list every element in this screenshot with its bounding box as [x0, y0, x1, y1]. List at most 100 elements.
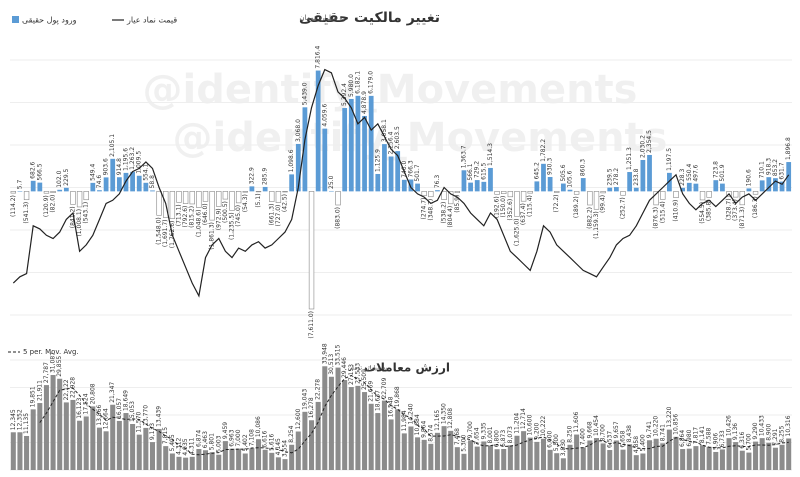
data-label: 10,316: [785, 415, 792, 436]
bar: [315, 70, 321, 192]
bar: [733, 442, 739, 470]
moving-average: [39, 374, 789, 456]
data-label: 9,459: [222, 422, 229, 439]
data-label: 29,855: [56, 356, 63, 377]
bar: [408, 426, 414, 470]
data-label: (274.7): [421, 198, 428, 220]
bar: [143, 182, 149, 192]
bar: [487, 445, 493, 470]
data-label: 930.3: [547, 158, 554, 175]
bar: [249, 186, 255, 192]
data-label: (713.1): [175, 204, 182, 226]
bar: [494, 449, 500, 470]
bar: [646, 440, 653, 470]
bar: [57, 189, 63, 192]
data-label: 1,009.5: [136, 151, 143, 174]
bar: [759, 438, 765, 470]
data-label: 5,700: [745, 433, 752, 450]
bar: [434, 432, 440, 470]
chart-subtitle: به میلیارد تومان: [299, 14, 345, 22]
bar: [136, 434, 142, 470]
data-label: 914.8: [116, 158, 123, 175]
data-label: 21,911: [36, 380, 43, 401]
bar: [136, 175, 142, 192]
bar: [189, 456, 195, 470]
data-label: 1,098.6: [288, 149, 295, 172]
data-label: 105.6: [566, 170, 573, 187]
bar: [229, 191, 235, 211]
bar: [50, 375, 56, 470]
data-label: 9,335: [480, 422, 487, 439]
bar: [580, 447, 586, 470]
data-label: 10,220: [653, 416, 660, 437]
bar: [17, 432, 23, 470]
bar: [720, 183, 725, 192]
bar: [507, 445, 513, 470]
bar: [693, 446, 699, 470]
data-label: 22,122: [63, 379, 70, 400]
data-label: (186.3): [752, 196, 759, 218]
bar: [746, 188, 752, 192]
data-label: 58.8: [149, 175, 156, 189]
bar: [448, 191, 454, 205]
bar: [116, 420, 122, 470]
data-label: 6,537: [606, 431, 613, 448]
data-label: (7,611.0): [308, 311, 315, 339]
bar: [289, 174, 295, 192]
data-label: 33,948: [321, 343, 328, 364]
bar: [401, 433, 407, 470]
data-label: 6,463: [202, 431, 209, 448]
data-label: 5,400: [639, 434, 646, 451]
data-label: 22,278: [315, 379, 322, 400]
data-label: 9,290: [752, 422, 759, 439]
data-label: 2,256.4: [388, 131, 395, 154]
data-label: 1,263.2: [129, 147, 136, 170]
bar: [647, 154, 652, 192]
bar: [481, 441, 487, 470]
data-label: 5,980.0: [348, 74, 355, 97]
bar: [481, 181, 487, 192]
bar: [37, 403, 43, 470]
data-label: (876.3): [653, 207, 660, 229]
bar: [335, 367, 341, 470]
data-label: (871.3): [739, 207, 746, 229]
data-label: (972.9): [215, 208, 222, 230]
bar: [534, 441, 540, 470]
bar: [156, 428, 162, 470]
bar: [660, 191, 666, 200]
data-label: (554.5): [699, 202, 706, 224]
bar: [362, 115, 367, 192]
bar: [196, 191, 202, 208]
bar: [103, 431, 109, 470]
bar: [130, 171, 135, 192]
data-label: 1,197.5: [666, 148, 673, 171]
data-label: (72.2): [553, 194, 560, 212]
data-label: 8,001: [487, 426, 494, 443]
bar: [633, 187, 639, 192]
data-label: 3,830: [560, 439, 567, 456]
data-label: 9,668: [586, 421, 593, 438]
bar: [514, 191, 520, 217]
bar: [620, 449, 626, 470]
data-label: 5,300: [460, 434, 467, 451]
data-label: 322.9: [248, 167, 255, 184]
bar: [454, 447, 460, 470]
data-label: 9,864: [421, 421, 428, 438]
bar: [395, 409, 401, 470]
bar: [242, 453, 248, 470]
bar: [189, 191, 195, 205]
data-label: 5,616: [268, 433, 275, 450]
bar: [680, 187, 686, 192]
data-label: (541.3): [23, 202, 30, 224]
bar: [488, 167, 493, 192]
bar: [96, 427, 102, 470]
bar: [282, 191, 288, 193]
bar: [739, 450, 745, 470]
data-label: 6,980: [686, 429, 693, 446]
bar: [70, 191, 76, 205]
bar: [600, 191, 606, 194]
data-label: (500.5): [222, 201, 229, 223]
data-label: 10,222: [540, 416, 547, 437]
bar: [295, 143, 301, 192]
data-label: 549.4: [89, 164, 96, 181]
